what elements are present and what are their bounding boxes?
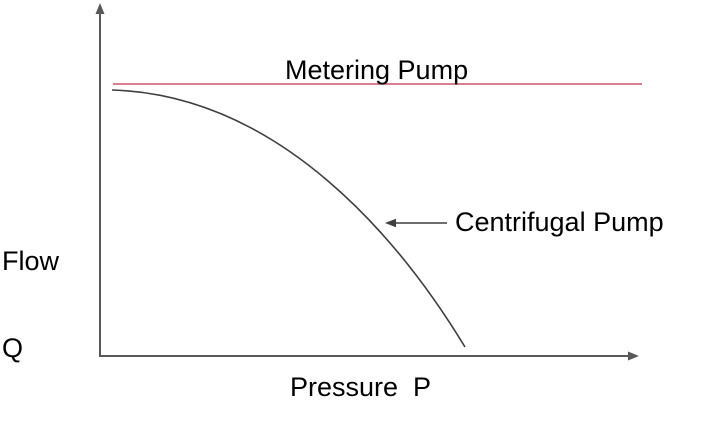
y-axis-label-line1: Flow: [2, 246, 60, 276]
y-axis-label-line2: Q: [2, 333, 24, 363]
x-axis-label: Pressure P: [290, 372, 432, 402]
centrifugal-pump-curve: [111, 89, 466, 348]
centrifugal-annotation-arrowhead-icon: [385, 218, 396, 228]
metering-pump-label: Metering Pump: [285, 55, 469, 85]
y-axis-arrowhead-icon: [95, 3, 105, 14]
y-axis-label: Flow Q: [2, 189, 59, 421]
centrifugal-pump-label: Centrifugal Pump: [455, 207, 664, 237]
x-axis-arrowhead-icon: [628, 351, 639, 361]
